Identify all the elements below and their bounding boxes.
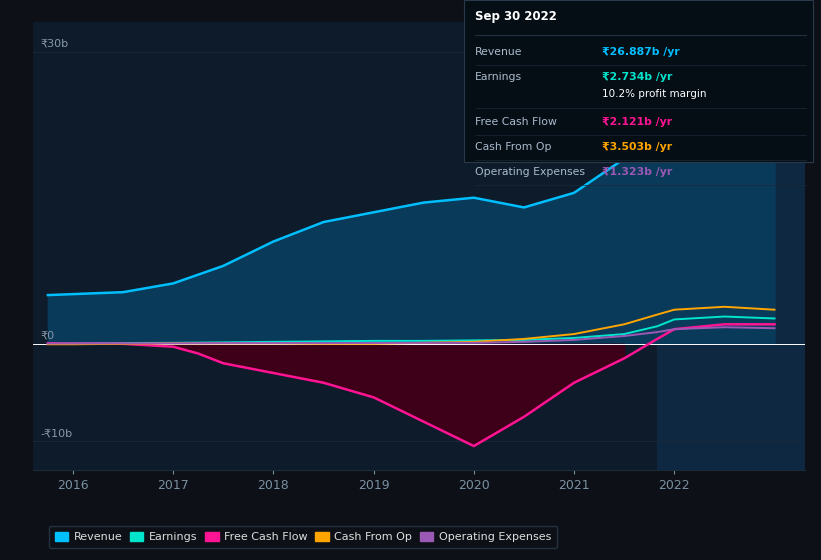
- Text: 10.2% profit margin: 10.2% profit margin: [602, 89, 706, 99]
- Text: ₹0: ₹0: [41, 331, 55, 341]
- Text: Cash From Op: Cash From Op: [475, 142, 551, 152]
- Text: Revenue: Revenue: [475, 47, 522, 57]
- Legend: Revenue, Earnings, Free Cash Flow, Cash From Op, Operating Expenses: Revenue, Earnings, Free Cash Flow, Cash …: [49, 526, 557, 548]
- Bar: [658, 22, 805, 470]
- Text: ₹3.503b /yr: ₹3.503b /yr: [602, 142, 672, 152]
- Text: Free Cash Flow: Free Cash Flow: [475, 117, 557, 127]
- Text: ₹2.121b /yr: ₹2.121b /yr: [602, 117, 672, 127]
- Text: Operating Expenses: Operating Expenses: [475, 167, 585, 178]
- Text: -₹10b: -₹10b: [41, 428, 73, 438]
- Text: ₹1.323b /yr: ₹1.323b /yr: [602, 167, 672, 178]
- Text: ₹30b: ₹30b: [41, 39, 69, 49]
- Text: Sep 30 2022: Sep 30 2022: [475, 10, 557, 22]
- Text: ₹2.734b /yr: ₹2.734b /yr: [602, 72, 672, 82]
- Text: ₹26.887b /yr: ₹26.887b /yr: [602, 47, 680, 57]
- Text: Earnings: Earnings: [475, 72, 521, 82]
